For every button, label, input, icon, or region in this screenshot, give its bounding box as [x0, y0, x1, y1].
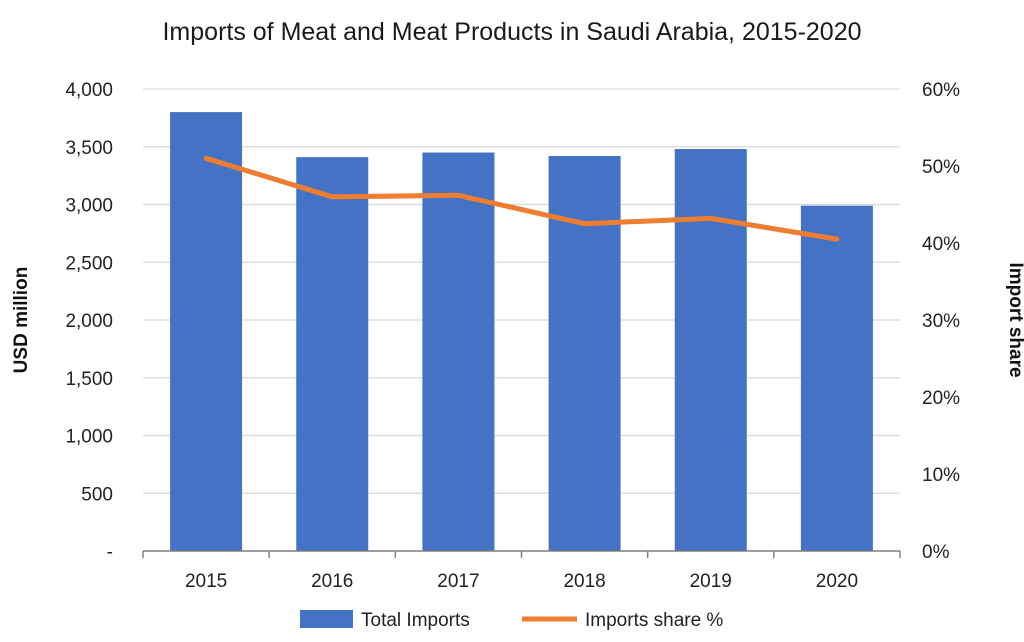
x-tick-label: 2018: [563, 571, 605, 592]
right-axis-title: Import share: [1005, 262, 1024, 377]
legend-label-total-imports: Total Imports: [361, 610, 470, 631]
right-tick-label: 20%: [922, 388, 960, 409]
left-tick-label: 1,500: [65, 369, 113, 390]
line-path: [203, 155, 840, 242]
left-tick-label: 2,000: [65, 311, 113, 332]
bar-2015: [170, 112, 243, 551]
right-tick-label: 10%: [922, 465, 960, 486]
left-tick-label: 3,500: [65, 138, 113, 159]
bar-2020: [800, 205, 873, 551]
line-series-imports-share: [203, 155, 840, 242]
line-point-2015: [205, 157, 207, 159]
line-point-2016: [331, 196, 333, 198]
gridlines: [143, 88, 900, 494]
left-axis-ticks: - 500 1,000 1,500 2,000 2,500 3,000 3,500 4,000: [65, 80, 113, 563]
left-tick-label: 2,500: [65, 253, 113, 274]
bar-series-total-imports: [170, 112, 873, 552]
left-axis-title: USD million: [11, 267, 32, 374]
line-point-2018: [584, 223, 586, 225]
x-tick-label: 2016: [311, 571, 353, 592]
left-tick-label: 3,000: [65, 196, 113, 217]
right-tick-label: 60%: [922, 80, 960, 101]
bar-2018: [548, 155, 621, 552]
right-axis-ticks: 0% 10% 20% 30% 40% 50% 60%: [922, 80, 960, 563]
left-tick-label: 500: [81, 484, 113, 505]
left-tick-label: -: [107, 542, 113, 563]
right-tick-label: 40%: [922, 234, 960, 255]
legend: Total Imports Imports share %: [300, 610, 723, 631]
bar-2017: [422, 152, 495, 551]
x-tick-label: 2015: [185, 571, 227, 592]
right-tick-label: 0%: [922, 542, 950, 563]
x-tick-label: 2020: [816, 571, 858, 592]
x-axis-ticks: 2015 2016 2017 2018 2019 2020: [185, 571, 858, 592]
left-tick-label: 1,000: [65, 427, 113, 448]
right-tick-label: 30%: [922, 311, 960, 332]
axes: [142, 550, 901, 558]
bar-2016: [296, 157, 369, 551]
chart-title: Imports of Meat and Meat Products in Sau…: [162, 18, 861, 46]
right-tick-label: 50%: [922, 157, 960, 178]
line-point-2020: [836, 238, 838, 240]
legend-label-imports-share: Imports share %: [585, 610, 723, 631]
left-tick-label: 4,000: [65, 80, 113, 101]
x-tick-label: 2017: [437, 571, 479, 592]
x-tick-label: 2019: [690, 571, 732, 592]
bar-2019: [674, 149, 747, 551]
legend-swatch-total-imports: [300, 610, 353, 628]
line-point-2019: [710, 217, 712, 219]
line-point-2017: [457, 194, 459, 196]
